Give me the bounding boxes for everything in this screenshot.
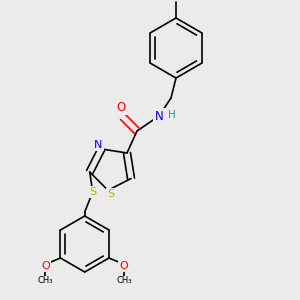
Text: S: S [89,187,96,197]
Text: N: N [154,110,164,122]
Text: O: O [120,261,128,271]
Text: O: O [116,101,126,114]
Text: H: H [168,110,176,120]
Text: CH₃: CH₃ [38,276,53,285]
Text: O: O [41,261,50,271]
Text: N: N [94,140,103,150]
Text: CH₃: CH₃ [116,276,132,285]
Text: S: S [107,189,115,199]
